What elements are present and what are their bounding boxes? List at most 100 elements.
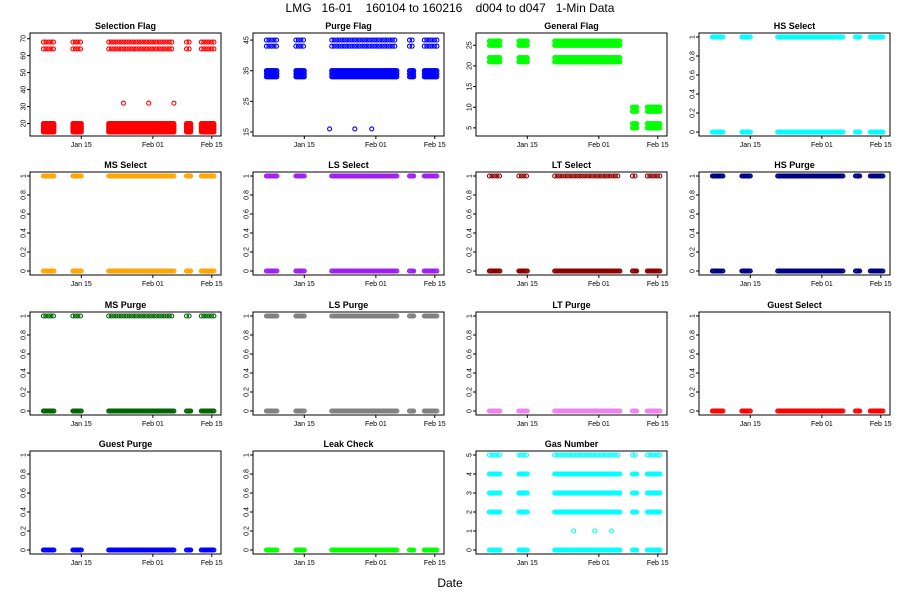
y-tick-label: 0.2 (690, 387, 697, 397)
data-point (111, 46, 117, 52)
plot-frame (698, 311, 891, 416)
data-point (329, 43, 335, 49)
x-tick-label: Jan 15 (294, 281, 315, 288)
data-point (273, 43, 280, 49)
panel-title: Guest Select (767, 300, 822, 310)
data-point (118, 39, 124, 45)
y-tick-label: 0.6 (467, 349, 474, 359)
data-point (154, 46, 160, 52)
panel-title: MS Purge (105, 300, 147, 310)
y-tick-label: 1 (690, 174, 697, 178)
data-point (592, 452, 598, 458)
data-point (607, 452, 613, 458)
data-point (146, 39, 152, 45)
data-point (131, 313, 137, 319)
data-point (617, 547, 623, 553)
data-point (524, 471, 530, 477)
data-point (339, 37, 345, 43)
plot-frame (475, 450, 668, 555)
data-point (559, 452, 565, 458)
data-point (75, 313, 81, 319)
data-point (126, 46, 132, 52)
x-tick-label: Jan 15 (740, 421, 761, 428)
data-point (43, 313, 49, 319)
data-point (524, 268, 530, 274)
x-tick-label: Jan 15 (517, 560, 538, 567)
data-point (524, 547, 530, 553)
data-point (161, 46, 167, 52)
data-point (120, 100, 126, 106)
data-point (489, 173, 495, 179)
data-point (141, 313, 147, 319)
plot-frame (29, 171, 222, 276)
data-point (351, 37, 357, 43)
panel-title: LT Select (552, 160, 591, 170)
data-point (263, 37, 269, 43)
panel-11: LT Purge 0 0.2 0.4 0.6 0.8 1 Jan 15 Feb 01 Feb 15 (467, 300, 669, 428)
data-point (77, 46, 84, 52)
y-tick-label: 0.2 (244, 387, 251, 397)
data-point (45, 46, 52, 52)
data-point (171, 268, 177, 274)
data-point (186, 39, 192, 45)
y-tick-label: 20 (21, 120, 28, 128)
data-point (151, 46, 157, 52)
plot-frame (475, 311, 668, 416)
panel-title: Purge Flag (325, 21, 372, 31)
y-tick-label: 0.6 (21, 209, 28, 219)
panel-title: Selection Flag (95, 21, 156, 31)
x-tick-label: Feb 01 (142, 560, 164, 567)
data-point (327, 126, 333, 132)
panel-9: MS Purge 0 0.2 0.4 0.6 0.8 1 Jan 15 Feb 01 Feb 15 (21, 300, 223, 428)
data-point (569, 173, 575, 179)
data-point (554, 173, 560, 179)
panel-4: HS Select 0 0.2 0.4 0.6 0.8 1 Jan 15 Feb 01 Feb 1… (690, 21, 892, 149)
data-point (70, 313, 76, 319)
data-point (644, 452, 650, 458)
data-point (156, 46, 162, 52)
x-tick-label: Feb 15 (424, 142, 446, 149)
data-point (211, 268, 217, 274)
data-point (164, 313, 170, 319)
panel-8: HS Purge 0 0.2 0.4 0.6 0.8 1 Jan 15 Feb 01 Feb 15 (690, 160, 892, 288)
data-point (392, 43, 398, 49)
x-tick-label: Feb 01 (811, 281, 833, 288)
data-point (747, 268, 753, 274)
y-tick-label: 0.2 (21, 387, 28, 397)
y-tick-label: 1 (690, 314, 697, 318)
data-point (78, 408, 84, 414)
data-point (617, 471, 623, 477)
series-points (40, 313, 217, 414)
data-point (411, 547, 417, 553)
data-point (48, 313, 54, 319)
panel-15: Gas Number 0 1 2 3 4 5 Jan 15 Feb 01 Feb 15 (467, 439, 669, 567)
data-point (880, 408, 886, 414)
data-point (274, 173, 280, 179)
data-point (113, 313, 119, 319)
data-point (429, 37, 435, 43)
data-point (208, 39, 214, 45)
y-tick-label: 0.4 (467, 228, 474, 238)
series-points (40, 39, 217, 135)
data-point (516, 173, 522, 179)
y-tick-label: 1 (244, 174, 251, 178)
data-point (649, 173, 655, 179)
data-point (293, 37, 299, 43)
y-tick-label: 10 (467, 103, 474, 111)
y-tick-label: 1 (21, 453, 28, 457)
y-tick-label: 0 (690, 269, 697, 273)
data-point (143, 313, 150, 319)
data-point (486, 452, 492, 458)
y-tick-label: 0 (244, 269, 251, 273)
data-point (372, 43, 378, 49)
data-point (720, 173, 726, 179)
x-tick-label: Feb 15 (424, 560, 446, 567)
data-point (384, 43, 390, 49)
series-points (486, 452, 663, 553)
panel-13: Guest Purge 0 0.2 0.4 0.6 0.8 1 Jan 15 Feb 01 Feb… (21, 439, 223, 567)
data-point (70, 46, 76, 52)
data-point (657, 490, 663, 496)
data-point (617, 490, 623, 496)
data-point (274, 313, 280, 319)
data-point (572, 173, 578, 179)
